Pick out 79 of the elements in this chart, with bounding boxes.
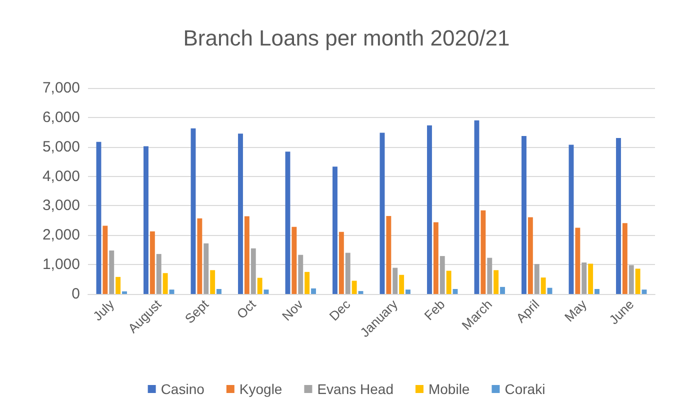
bar <box>150 231 155 294</box>
legend-label: Kyogle <box>239 381 282 397</box>
bar <box>257 278 262 294</box>
legend-label: Coraki <box>504 381 546 397</box>
bar <box>440 256 445 294</box>
bar <box>540 278 546 294</box>
bar <box>575 228 580 294</box>
x-tick-label: Oct <box>234 296 259 322</box>
bar <box>197 218 202 294</box>
bar <box>380 132 385 294</box>
x-tick-label: Dec <box>326 296 354 324</box>
bar <box>446 270 452 294</box>
bar <box>522 136 526 294</box>
bar <box>156 254 162 294</box>
bar <box>102 226 108 294</box>
bar <box>399 274 404 294</box>
bar <box>352 280 357 294</box>
bar <box>238 134 243 294</box>
bar <box>144 146 148 294</box>
bar <box>96 142 102 294</box>
bar <box>244 216 250 294</box>
bar <box>109 250 114 294</box>
bar <box>494 270 499 294</box>
bar <box>452 288 458 294</box>
bar <box>338 232 344 294</box>
bar <box>122 291 127 294</box>
bar <box>427 125 432 294</box>
legend-label: Mobile <box>428 381 470 397</box>
bar <box>616 138 621 294</box>
bar <box>500 286 505 294</box>
bar <box>292 226 297 294</box>
bar <box>622 223 628 294</box>
bar <box>635 268 640 294</box>
legend-label: Evans Head <box>317 381 394 397</box>
x-tick-label: Nov <box>278 296 306 324</box>
bar <box>304 272 310 294</box>
y-tick-label: 3,000 <box>42 197 80 214</box>
bar <box>250 248 256 294</box>
bar <box>358 291 364 294</box>
bar <box>285 152 290 294</box>
bar <box>190 128 196 294</box>
bar <box>216 288 222 294</box>
bar <box>210 270 216 294</box>
bar <box>582 262 587 294</box>
bar <box>480 210 486 294</box>
bar <box>628 265 634 294</box>
bar <box>169 290 174 294</box>
y-tick-label: 7,000 <box>42 80 80 96</box>
bar <box>594 288 600 294</box>
bar <box>332 166 338 294</box>
bar <box>406 290 410 294</box>
bar <box>433 222 438 294</box>
legend-label: Casino <box>160 381 205 397</box>
bar <box>528 217 533 294</box>
bar <box>534 264 540 294</box>
bar <box>116 276 121 294</box>
bar <box>311 288 316 294</box>
bar <box>588 264 594 294</box>
y-tick-label: 5,000 <box>42 138 80 156</box>
bar <box>264 290 269 294</box>
y-tick-label: 4,000 <box>42 168 80 185</box>
bar <box>298 254 304 294</box>
y-tick-label: 6,000 <box>42 108 80 126</box>
bar <box>568 144 574 294</box>
bar <box>487 258 492 294</box>
x-tick-label: July <box>90 296 118 324</box>
y-tick-label: 0 <box>72 286 80 302</box>
chart-title: Branch Loans per month 2020/21 <box>183 26 510 50</box>
bar <box>642 290 647 294</box>
bar <box>345 252 350 294</box>
bar <box>204 243 209 294</box>
x-tick-label: Feb <box>421 296 448 324</box>
bar <box>474 120 480 294</box>
bar <box>162 273 168 294</box>
y-tick-label: 2,000 <box>42 226 80 244</box>
bar <box>392 268 398 294</box>
x-tick-label: May <box>561 296 590 325</box>
bar <box>386 216 392 294</box>
y-tick-label: 1,000 <box>42 256 80 274</box>
